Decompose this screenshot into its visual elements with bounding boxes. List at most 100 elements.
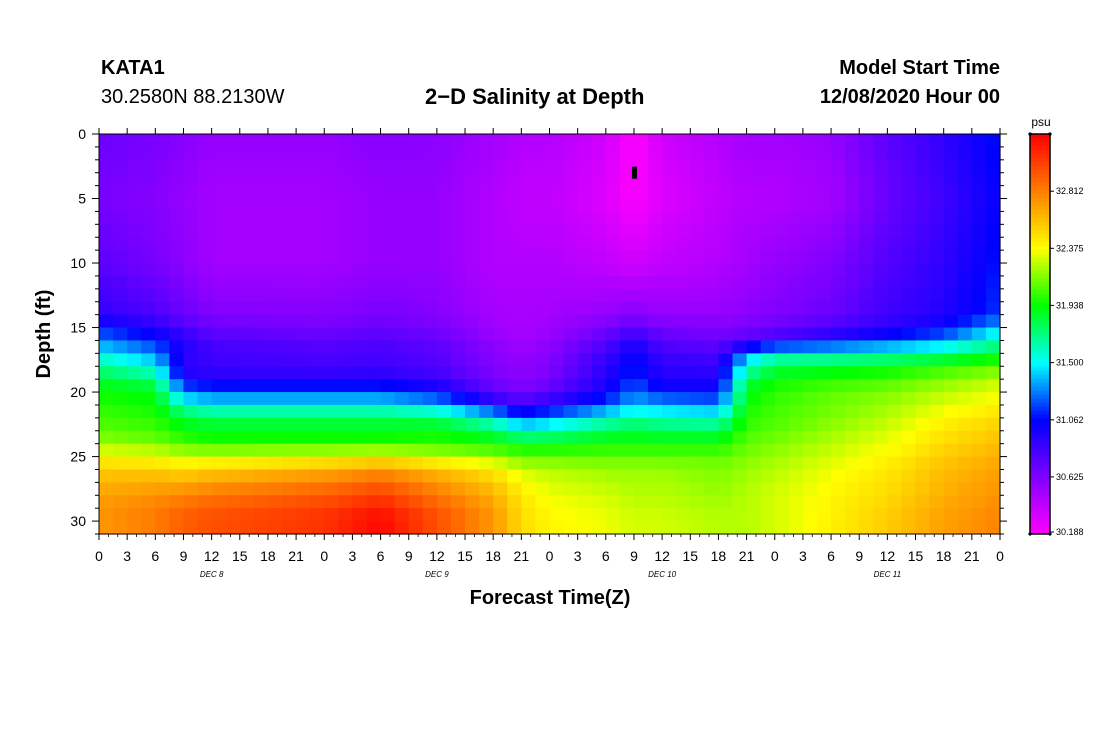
heatmap-cell	[436, 314, 452, 329]
heatmap-cell	[788, 185, 804, 200]
heatmap-cell	[183, 404, 199, 419]
heatmap-cell	[197, 404, 213, 419]
heatmap-cell	[380, 275, 396, 290]
heatmap-cell	[690, 327, 705, 342]
colorbar-segment	[1030, 354, 1050, 359]
heatmap-cell	[436, 159, 452, 174]
heatmap-cell	[253, 353, 269, 367]
heatmap-cell	[169, 224, 185, 238]
heatmap-cell	[633, 353, 649, 367]
heatmap-cell	[901, 508, 917, 522]
heatmap-cell	[690, 288, 705, 303]
colorbar-segment	[1030, 394, 1050, 399]
heatmap-cell	[718, 482, 734, 496]
heatmap-cell	[577, 366, 593, 380]
heatmap-cell	[535, 417, 551, 432]
heatmap-cell	[127, 495, 142, 509]
heatmap-cell	[296, 250, 311, 264]
heatmap-cell	[690, 430, 705, 445]
heatmap-cell	[831, 417, 846, 432]
heatmap-cell	[577, 224, 593, 238]
heatmap-cell	[324, 456, 339, 471]
heatmap-cell	[408, 392, 424, 406]
heatmap-cell	[901, 314, 917, 329]
heatmap-cell	[549, 211, 565, 225]
heatmap-cell	[493, 237, 508, 251]
heatmap-cell	[985, 314, 1001, 329]
heatmap-cell	[816, 443, 832, 458]
heatmap-cell	[591, 224, 607, 238]
heatmap-cell	[971, 288, 987, 303]
heatmap-cell	[859, 495, 874, 509]
heatmap-cell	[366, 430, 382, 445]
heatmap-cell	[845, 172, 860, 187]
heatmap-cell	[633, 456, 649, 471]
heatmap-cell	[535, 159, 551, 174]
colorbar-segment	[1030, 430, 1050, 435]
heatmap-cell	[662, 495, 677, 509]
colorbar-segment	[1030, 298, 1050, 303]
heatmap-cell	[239, 495, 255, 509]
heatmap-cell	[577, 288, 593, 303]
heatmap-cell	[479, 237, 494, 251]
heatmap-cell	[732, 288, 748, 303]
heatmap-cell	[422, 146, 438, 161]
heatmap-cell	[296, 224, 311, 238]
heatmap-cell	[450, 146, 466, 161]
heatmap-cell	[521, 430, 537, 445]
heatmap-cell	[366, 146, 382, 161]
heatmap-cell	[310, 224, 325, 238]
heatmap-cell	[662, 508, 677, 522]
heatmap-cell	[943, 159, 959, 174]
heatmap-cell	[338, 146, 354, 161]
heatmap-cell	[296, 134, 311, 148]
heatmap-cell	[352, 159, 368, 174]
heatmap-cell	[169, 250, 185, 264]
heatmap-cell	[591, 521, 607, 535]
heatmap-cell	[901, 430, 917, 445]
heatmap-cell	[113, 263, 128, 277]
heatmap-cell	[887, 340, 903, 354]
heatmap-cell	[605, 301, 621, 316]
heatmap-cell	[690, 314, 705, 329]
heatmap-cell	[662, 404, 677, 419]
heatmap-cell	[352, 301, 368, 316]
heatmap-cell	[296, 379, 311, 393]
heatmap-cell	[521, 443, 537, 458]
heatmap-cell	[971, 211, 987, 225]
heatmap-cell	[957, 327, 973, 342]
heatmap-cell	[887, 172, 903, 187]
heatmap-cell	[563, 288, 579, 303]
colorbar-segment	[1030, 378, 1050, 383]
heatmap-cell	[408, 456, 424, 471]
heatmap-cell	[465, 250, 480, 264]
heatmap-cell	[662, 237, 677, 251]
colorbar-unit-label: psu	[1031, 115, 1050, 129]
heatmap-cell	[662, 340, 677, 354]
heatmap-cell	[169, 301, 185, 316]
heatmap-cell	[774, 327, 790, 342]
heatmap-cell	[338, 521, 354, 535]
colorbar-segment	[1030, 350, 1050, 355]
heatmap-cell	[352, 482, 368, 496]
heatmap-cell	[788, 508, 804, 522]
heatmap-cell	[366, 314, 382, 329]
heatmap-cell	[648, 469, 663, 483]
heatmap-cell	[282, 159, 297, 174]
heatmap-cell	[127, 404, 142, 419]
heatmap-cell	[310, 366, 325, 380]
colorbar-segment	[1030, 158, 1050, 163]
heatmap-cell	[422, 340, 438, 354]
heatmap-cell	[282, 456, 297, 471]
heatmap-cell	[113, 340, 128, 354]
heatmap-cell	[169, 353, 185, 367]
colorbar-segment	[1030, 522, 1050, 527]
heatmap-cell	[549, 314, 565, 329]
heatmap-cell	[155, 314, 170, 329]
heatmap-cell	[859, 443, 874, 458]
heatmap-cell	[366, 172, 382, 187]
heatmap-cell	[605, 482, 621, 496]
heatmap-cell	[676, 146, 691, 161]
colorbar-segment	[1030, 442, 1050, 447]
heatmap-cell	[873, 404, 888, 419]
